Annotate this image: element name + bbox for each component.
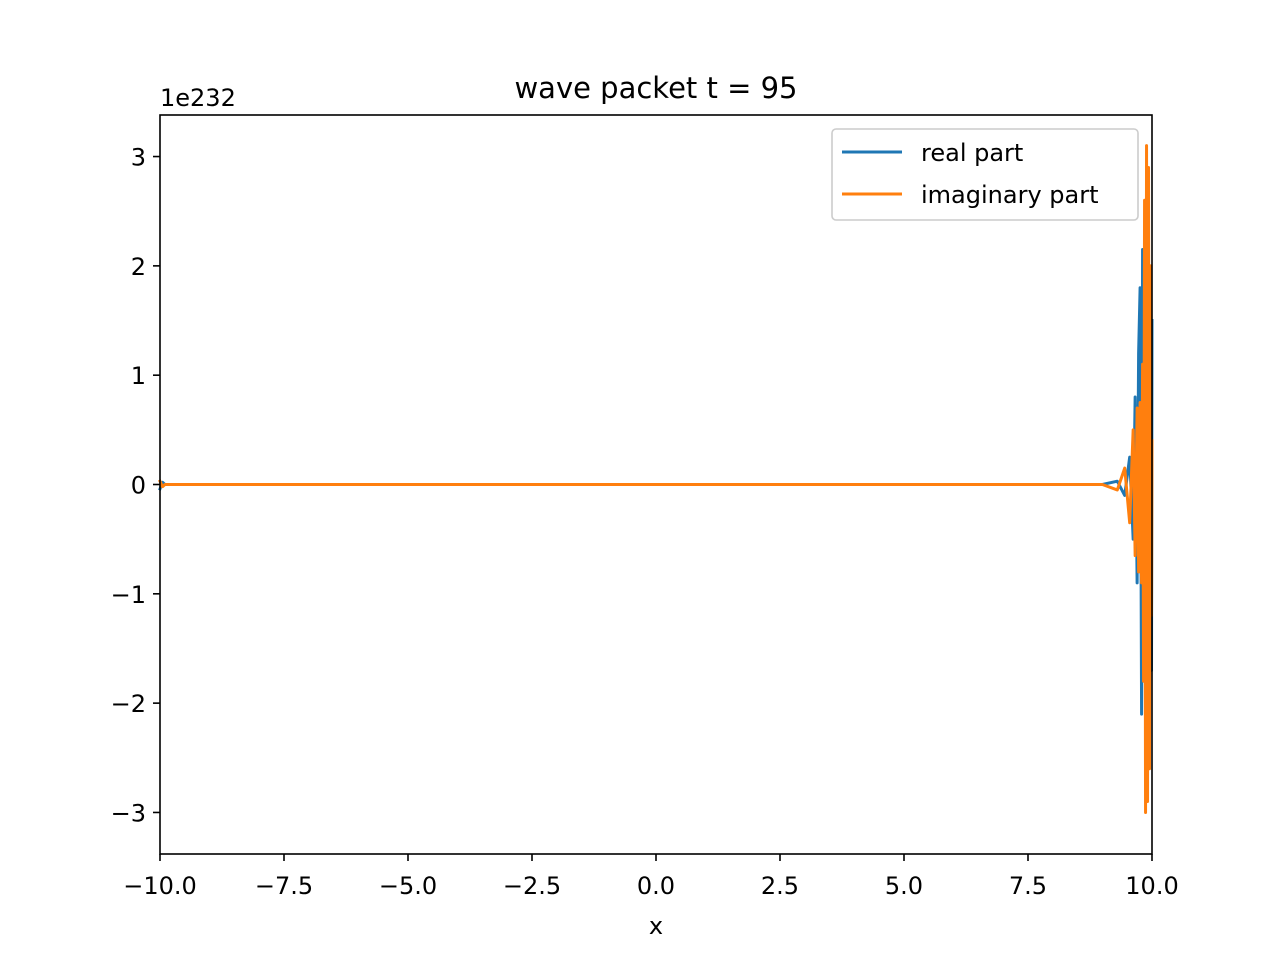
legend-box (831, 128, 1139, 221)
y-tick-label: 1 (131, 362, 146, 390)
legend-label-imaginary-part: imaginary part (921, 181, 1099, 209)
y-tick-label: −2 (111, 690, 146, 718)
x-tick-label: −2.5 (503, 872, 561, 900)
series-line-imaginary-part (158, 144, 1154, 814)
y-tick-label: 3 (131, 144, 146, 172)
x-tick-label: 5.0 (885, 872, 923, 900)
x-tick-label: 7.5 (1009, 872, 1047, 900)
series-layer (158, 144, 1154, 814)
x-tick-label: 10.0 (1125, 872, 1178, 900)
y-tick-label: −3 (111, 799, 146, 827)
legend: real part imaginary part (831, 128, 1139, 221)
x-tick-label: 0.0 (637, 872, 675, 900)
y-tick-label: −1 (111, 581, 146, 609)
x-tick-label: −10.0 (123, 872, 197, 900)
y-offset-label: 1e232 (160, 84, 236, 112)
y-tick-label: 0 (131, 472, 146, 500)
y-axis-ticks: −3 −2 −1 0 1 2 3 (111, 144, 160, 827)
chart-title: wave packet t = 95 (514, 71, 797, 105)
x-axis-ticks: −10.0 −7.5 −5.0 −2.5 0.0 2.5 5.0 7.5 10.0 (123, 854, 1179, 900)
x-tick-label: −5.0 (379, 872, 437, 900)
legend-label-real-part: real part (921, 139, 1023, 167)
x-tick-label: −7.5 (255, 872, 313, 900)
x-tick-label: 2.5 (761, 872, 799, 900)
y-tick-label: 2 (131, 253, 146, 281)
x-axis-label: x (649, 912, 663, 940)
